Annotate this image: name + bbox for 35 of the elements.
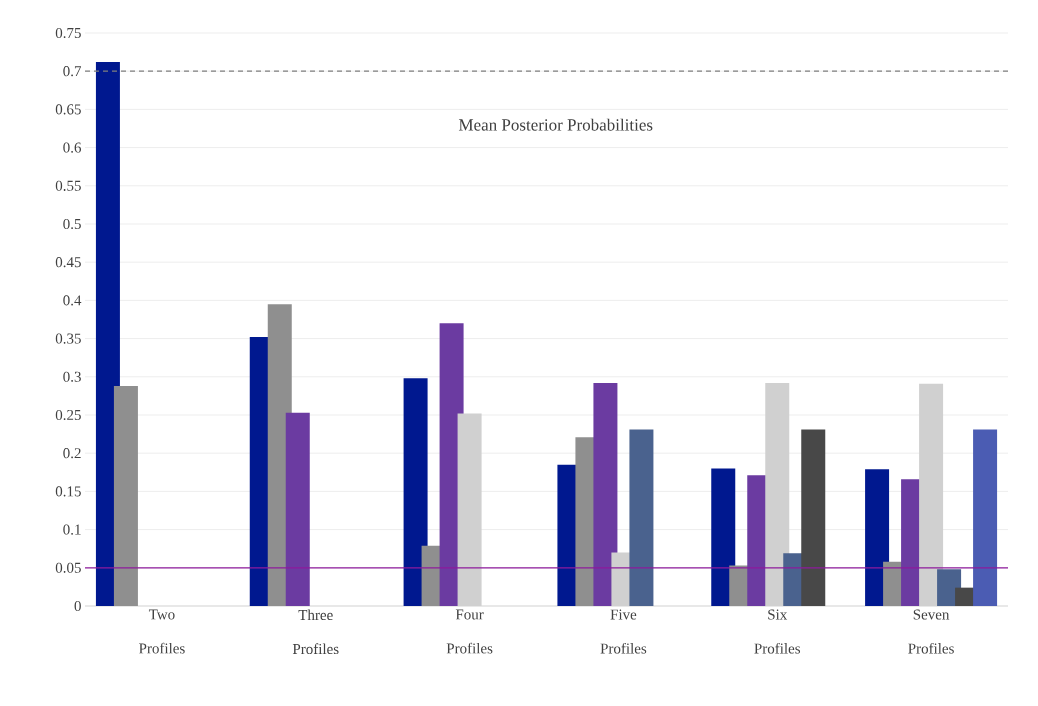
bar (865, 469, 890, 606)
y-tick-label: 0 (74, 600, 81, 612)
bar (919, 383, 944, 606)
bar (711, 468, 736, 606)
bar (285, 412, 310, 606)
y-tick-label: 0.4 (63, 295, 82, 306)
bar (801, 429, 826, 606)
y-tick-label: 0.05 (55, 562, 81, 573)
y-tick-label: 0.15 (55, 486, 81, 497)
bar (629, 429, 654, 606)
y-tick-label: 0.1 (63, 524, 81, 535)
category-label: Five Profiles (600, 609, 647, 654)
bar (457, 413, 482, 606)
y-tick-label: 0.35 (55, 333, 81, 344)
y-tick-label: 0.2 (63, 448, 81, 459)
y-tick-label: 0.65 (55, 104, 81, 115)
category-label: Three Profiles (292, 609, 339, 655)
y-tick-label: 0.6 (63, 142, 82, 153)
bar (113, 385, 138, 606)
bar (593, 382, 618, 606)
category-label: Four Profiles (446, 609, 493, 654)
y-tick-label: 0.5 (63, 218, 81, 230)
y-tick-label: 0.25 (55, 409, 81, 421)
y-tick-label: 0.45 (55, 257, 81, 268)
annotation: Mean Posterior Probabilities (458, 118, 653, 131)
y-tick-label: 0.7 (63, 66, 82, 77)
y-tick-label: 0.55 (55, 180, 81, 191)
bar (403, 378, 428, 606)
y-tick-label: 0.3 (63, 371, 81, 382)
bar (973, 429, 998, 606)
category-label: Seven Profiles (908, 609, 954, 654)
y-tick-label: 0.75 (55, 27, 81, 39)
bar (765, 382, 790, 606)
category-label: Two Profiles (139, 609, 185, 654)
category-label: Six Profiles (754, 609, 801, 654)
